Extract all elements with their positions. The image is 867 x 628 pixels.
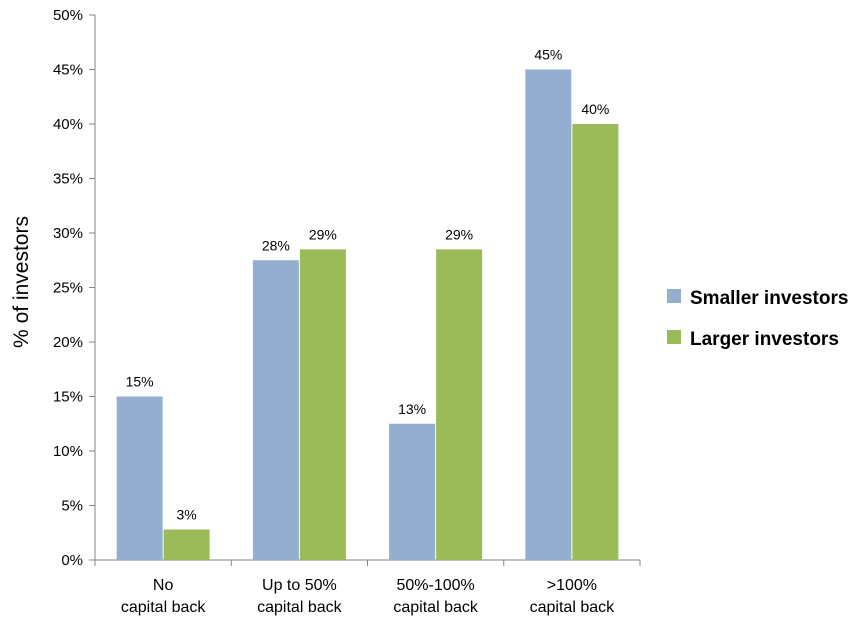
data-label: 29%: [445, 226, 473, 242]
data-label: 45%: [534, 47, 562, 63]
legend-label-smaller-investors: Smaller investors: [690, 288, 848, 309]
y-tick-label: 30%: [53, 225, 83, 242]
x-category-label: 50%-100% capital back: [393, 577, 478, 616]
legend-label-larger-investors: Larger investors: [690, 329, 839, 350]
bar-smaller-investors: [116, 396, 163, 560]
bar-larger-investors: [299, 249, 346, 560]
legend-swatch-larger-investors: [667, 330, 681, 344]
y-axis-title: % of investors: [10, 216, 33, 348]
x-category-label: No capital back: [121, 577, 206, 616]
y-tick-label: 45%: [53, 62, 83, 79]
data-label: 29%: [309, 226, 337, 242]
bar-smaller-investors: [252, 260, 299, 560]
y-tick-label: 25%: [53, 280, 83, 297]
y-axis: 0% 5% 10% 15% 20% 25% 30% 35% 40% 45% 50%: [53, 7, 96, 569]
data-labels: 15% 28% 13% 45% 3% 29% 29% 40%: [126, 47, 610, 523]
bar-larger-investors: [163, 529, 210, 560]
y-tick-label: 15%: [53, 389, 83, 406]
y-tick-label: 50%: [53, 7, 83, 24]
x-axis: No capital back Up to 50% capital back 50%-1…: [94, 559, 641, 616]
y-tick-label: 40%: [53, 116, 83, 133]
y-tick-label: 35%: [53, 171, 83, 188]
y-tick-label: 10%: [53, 443, 83, 460]
y-tick-label: 20%: [53, 334, 83, 351]
bar-larger-investors: [572, 124, 619, 560]
legend-swatch-smaller-investors: [667, 289, 681, 303]
legend: Smaller investors Larger investors: [667, 288, 848, 350]
data-label: 13%: [398, 401, 426, 417]
x-category-label: >100% capital back: [530, 577, 615, 616]
bar-smaller-investors: [389, 423, 436, 560]
y-tick-label: 5%: [61, 498, 83, 515]
data-label: 15%: [126, 374, 154, 390]
x-category-label: Up to 50% capital back: [257, 577, 342, 616]
data-label: 28%: [262, 237, 290, 253]
data-label: 40%: [581, 101, 609, 117]
bar-larger-investors: [436, 249, 483, 560]
bars: [116, 69, 619, 560]
data-label: 3%: [177, 506, 197, 522]
bar-smaller-investors: [525, 69, 572, 560]
y-tick-label: 0%: [61, 552, 83, 569]
